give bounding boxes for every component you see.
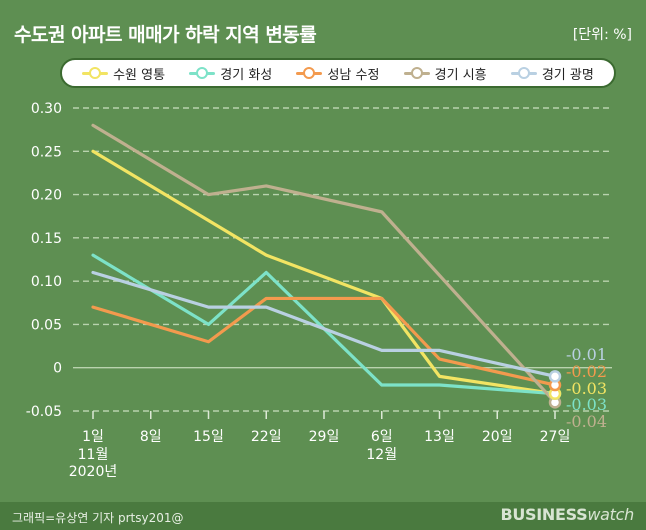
x-tick-label: 29일 bbox=[309, 429, 340, 445]
footer-bar bbox=[0, 502, 646, 530]
unit-label: [단위: %] bbox=[572, 27, 632, 43]
data-label: -0.04 bbox=[566, 412, 607, 431]
series-line bbox=[91, 270, 557, 378]
y-tick-label: -0.05 bbox=[26, 404, 62, 420]
line-chart: 0.30 0.25 0.20 0.15 0.10 0.05 0 -0.05 1일 11월2020년… bbox=[26, 101, 612, 480]
legend: 수원 영통 경기 화성 성남 수정 경기 시흥 경기 광명 bbox=[60, 58, 616, 88]
legend-label-suwon: 수원 영통 bbox=[113, 67, 166, 83]
legend-swatch-suwon bbox=[82, 67, 109, 79]
y-tick-label: 0.30 bbox=[31, 101, 62, 117]
x-tick-label: 8일 bbox=[140, 429, 162, 445]
brand-light: watch bbox=[587, 505, 634, 524]
x-tick-label: 15일 bbox=[193, 429, 224, 445]
legend-swatch-siheung bbox=[403, 67, 430, 79]
x-tick-label: 6일 bbox=[371, 429, 393, 445]
y-tick-label: 0.15 bbox=[31, 231, 62, 247]
x-tick-label: 22일 bbox=[251, 429, 282, 445]
legend-swatch-hwaseong bbox=[189, 67, 216, 79]
legend-item-gwangmyeong: 경기 광명 bbox=[510, 64, 594, 83]
y-tick-label: 0 bbox=[53, 361, 62, 377]
legend-item-hwaseong: 경기 화성 bbox=[189, 64, 272, 83]
x-tick-label: 13일 bbox=[424, 429, 455, 445]
x-tick-sublabel: 2020년 bbox=[69, 464, 118, 480]
y-tick-label: 0.05 bbox=[31, 317, 62, 333]
brand-logo: BUSINESSwatch bbox=[500, 505, 634, 524]
legend-item-siheung: 경기 시흥 bbox=[403, 64, 487, 83]
x-tick-label: 20일 bbox=[482, 429, 513, 445]
x-tick-sublabel: 12월 bbox=[366, 447, 397, 463]
credit-text: 그래픽=유상연 기자 prtsy201@ bbox=[12, 511, 184, 525]
x-tick-label: 27일 bbox=[540, 429, 571, 445]
series-line bbox=[91, 296, 557, 387]
data-label: -0.02 bbox=[566, 362, 607, 381]
x-tick-sublabel: 11월 bbox=[78, 447, 109, 463]
legend-label-hwaseong: 경기 화성 bbox=[220, 67, 273, 83]
legend-label-siheung: 경기 시흥 bbox=[434, 67, 487, 83]
legend-item-suwon: 수원 영통 bbox=[82, 64, 165, 83]
legend-label-gwangmyeong: 경기 광명 bbox=[541, 67, 594, 83]
y-tick-label: 0.10 bbox=[31, 274, 62, 290]
data-label: -0.03 bbox=[566, 379, 607, 398]
end-point-marker bbox=[548, 370, 562, 383]
brand-bold: BUSINESS bbox=[500, 505, 588, 524]
data-label: -0.01 bbox=[566, 345, 607, 364]
series-line bbox=[91, 123, 557, 404]
series-line bbox=[91, 149, 557, 396]
legend-swatch-gwangmyeong bbox=[510, 67, 537, 79]
legend-item-seongnam: 성남 수정 bbox=[296, 64, 379, 83]
y-tick-label: 0.20 bbox=[31, 188, 62, 204]
legend-swatch-seongnam bbox=[296, 67, 323, 79]
y-tick-label: 0.25 bbox=[31, 144, 62, 160]
x-tick-label: 1일 bbox=[82, 429, 104, 445]
data-label: -0.03 bbox=[566, 395, 607, 414]
legend-label-seongnam: 성남 수정 bbox=[327, 67, 380, 83]
chart-title: 수도권 아파트 매매가 하락 지역 변동률 bbox=[14, 24, 317, 46]
